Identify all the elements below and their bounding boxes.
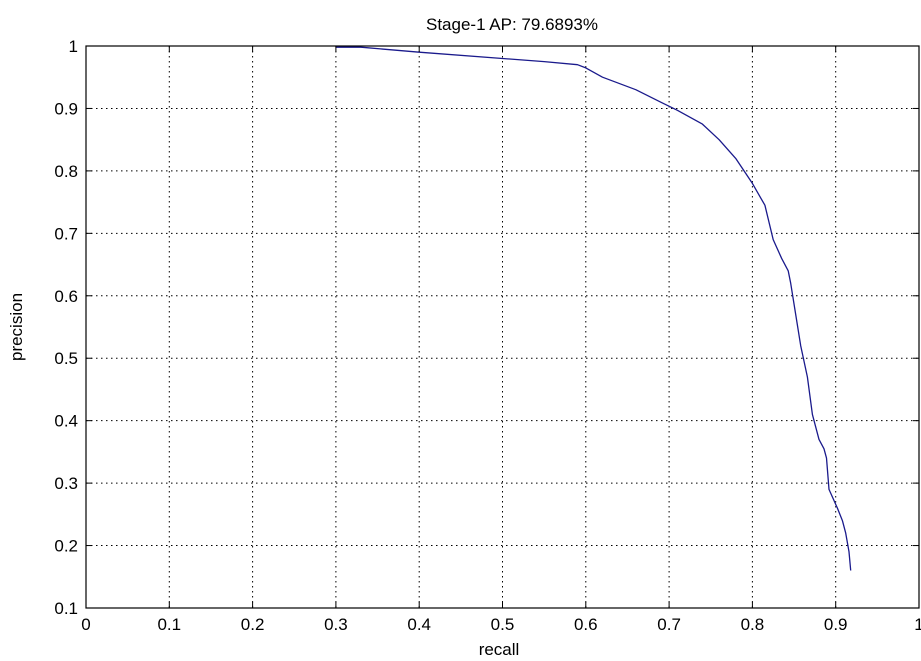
y-tick-label: 0.4	[54, 412, 78, 431]
x-tick-label: 0.5	[491, 615, 515, 634]
x-tick-label: 0	[81, 615, 90, 634]
x-tick-label: 0.3	[324, 615, 348, 634]
x-tick-label: 1	[914, 615, 921, 634]
precision-recall-curve	[335, 46, 852, 571]
x-tick-label: 0.7	[657, 615, 681, 634]
y-tick-label: 0.2	[54, 537, 78, 556]
tick-layer: 0 0.1 0.2 0.3 0.4 0.5 0.6 0.7 0.8 0.9 10.10.20.30.…	[54, 37, 921, 634]
y-tick-label: 0.6	[54, 287, 78, 306]
x-tick-label: 0.6	[574, 615, 598, 634]
x-tick-label: 0.8	[741, 615, 765, 634]
chart-title: Stage-1 AP: 79.6893%	[426, 15, 598, 34]
y-tick-label: 0.8	[54, 162, 78, 181]
x-axis-label: recall	[479, 640, 520, 659]
y-tick-label: 0.9	[54, 99, 78, 118]
y-tick-label: 0.5	[54, 349, 78, 368]
grid-layer	[86, 46, 919, 608]
y-tick-label: 0.3	[54, 474, 78, 493]
x-tick-label: 0.4	[407, 615, 431, 634]
x-tick-label: 0.9	[824, 615, 848, 634]
y-tick-label: 1	[69, 37, 78, 56]
y-tick-label: 0.7	[54, 224, 78, 243]
x-tick-label: 0.1	[157, 615, 181, 634]
y-tick-label: 0.1	[54, 599, 78, 618]
x-tick-label: 0.2	[241, 615, 265, 634]
series-layer	[335, 46, 852, 571]
y-axis-label: precision	[7, 293, 26, 361]
